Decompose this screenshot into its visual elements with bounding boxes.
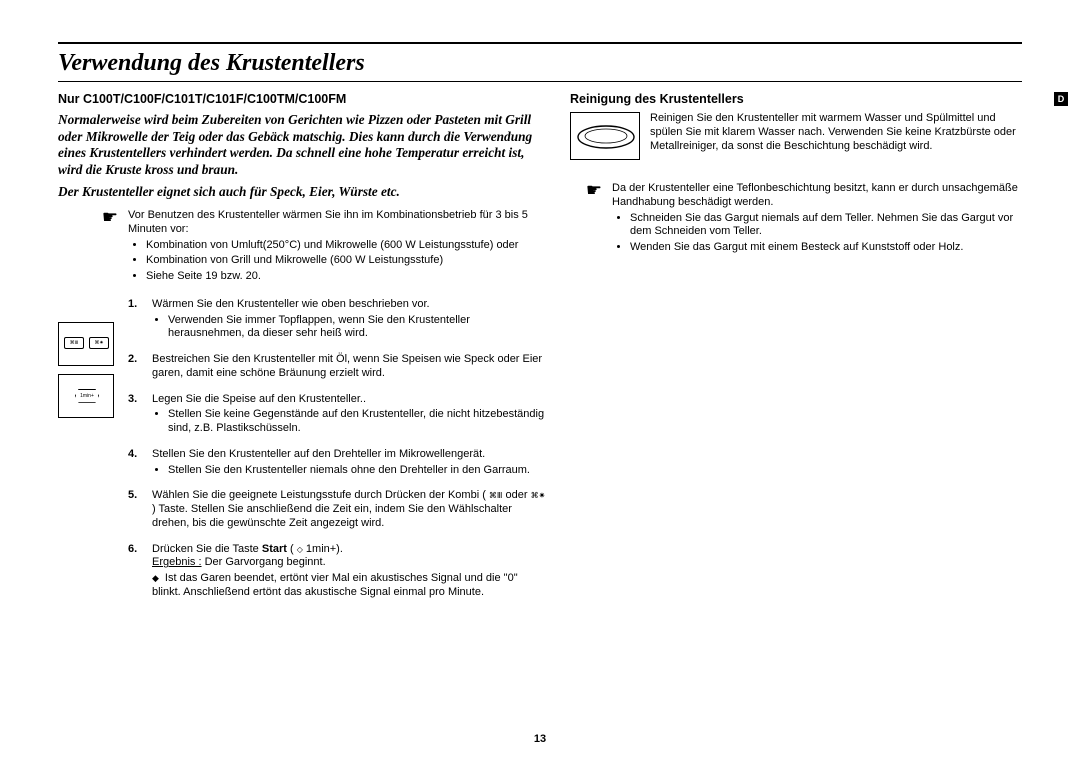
preheat-bullet: Siehe Seite 19 bzw. 20. — [146, 270, 546, 284]
step: 6. Drücken Sie die Taste Start ( ◇ 1min+)… — [128, 543, 546, 600]
control-panel-start-diagram: 1min+ — [58, 374, 114, 418]
step-body: Wählen Sie die geeignete Leistungsstufe … — [152, 489, 546, 530]
step-text: Bestreichen Sie den Krustenteller mit Öl… — [152, 353, 546, 381]
step-sub-list: Verwenden Sie immer Topflappen, wenn Sie… — [152, 314, 546, 342]
step-body: Drücken Sie die Taste Start ( ◇ 1min+).E… — [152, 543, 546, 600]
step-text: Wählen Sie die geeignete Leistungsstufe … — [152, 489, 546, 530]
step: 1. Wärmen Sie den Krustenteller wie oben … — [128, 298, 546, 341]
care-bullets: Schneiden Sie das Gargut niemals auf dem… — [612, 212, 1022, 255]
step: 4. Stellen Sie den Krustenteller auf den … — [128, 448, 546, 478]
step-text: Wärmen Sie den Krustenteller wie oben be… — [152, 298, 546, 312]
cleaning-row: Reinigen Sie den Krustenteller mit warme… — [570, 112, 1022, 160]
left-column: Nur C100T/C100F/C101T/C101F/C100TM/C100F… — [58, 92, 546, 612]
pointing-hand-icon: ☛ — [586, 181, 602, 199]
content-columns: Nur C100T/C100F/C101T/C101F/C100TM/C100F… — [58, 92, 1022, 612]
cleaning-text: Reinigen Sie den Krustenteller mit warme… — [650, 112, 1022, 160]
page-number: 13 — [0, 733, 1080, 745]
preheat-bullets: Kombination von Umluft(250°C) und Mikrow… — [128, 239, 546, 284]
step-number: 3. — [128, 393, 144, 436]
pointing-hand-icon: ☛ — [102, 208, 118, 226]
intro-paragraph-1: Normalerweise wird beim Zubereiten von G… — [58, 112, 546, 178]
care-text: Da der Krustenteller eine Teflonbeschich… — [612, 182, 1022, 210]
crisper-plate-diagram — [570, 112, 640, 160]
step-number: 4. — [128, 448, 144, 478]
page-title: Verwendung des Krustentellers — [58, 44, 1022, 81]
step-body: Legen Sie die Speise auf den Krustentell… — [152, 393, 546, 436]
step-sub-list: Stellen Sie den Krustenteller niemals oh… — [152, 464, 546, 478]
preheat-note: ☛ Vor Benutzen des Krustenteller wärmen … — [58, 209, 546, 284]
intro-paragraph-2: Der Krustenteller eignet sich auch für S… — [58, 184, 546, 201]
cleaning-heading: Reinigung des Krustentellers — [570, 92, 1022, 106]
step-text: Drücken Sie die Taste Start ( ◇ 1min+).E… — [152, 543, 546, 571]
section-tag-d: D — [1054, 92, 1068, 106]
preheat-bullet: Kombination von Umluft(250°C) und Mikrow… — [146, 239, 546, 253]
step-number: 1. — [128, 298, 144, 341]
step-number: 6. — [128, 543, 144, 600]
step-number: 5. — [128, 489, 144, 530]
care-bullet: Wenden Sie das Gargut mit einem Besteck … — [630, 241, 1022, 255]
step-body: Wärmen Sie den Krustenteller wie oben be… — [152, 298, 546, 341]
step-result-list: Ist das Garen beendet, ertönt vier Mal e… — [152, 572, 546, 600]
step: 3. Legen Sie die Speise auf den Krustente… — [128, 393, 546, 436]
models-heading: Nur C100T/C100F/C101T/C101F/C100TM/C100F… — [58, 92, 546, 106]
step-sub-list: Stellen Sie keine Gegenstände auf den Kr… — [152, 408, 546, 436]
preheat-text: Vor Benutzen des Krustenteller wärmen Si… — [128, 209, 546, 237]
step-number: 2. — [128, 353, 144, 381]
control-panel-combi-diagram: ⌘Ⅲ⌘✷ — [58, 322, 114, 366]
right-column: D Reinigung des Krustentellers Reinigen … — [570, 92, 1022, 612]
step-text: Legen Sie die Speise auf den Krustentell… — [152, 393, 546, 407]
title-underline — [58, 81, 1022, 82]
step-sub-item: Stellen Sie keine Gegenstände auf den Kr… — [168, 408, 546, 436]
care-note: ☛ Da der Krustenteller eine Teflonbeschi… — [570, 182, 1022, 255]
step-sub-item: Verwenden Sie immer Topflappen, wenn Sie… — [168, 314, 546, 342]
step: 2. Bestreichen Sie den Krustenteller mit … — [128, 353, 546, 381]
care-bullet: Schneiden Sie das Gargut niemals auf dem… — [630, 212, 1022, 240]
step-body: Stellen Sie den Krustenteller auf den Dr… — [152, 448, 546, 478]
step-sub-item: Stellen Sie den Krustenteller niemals oh… — [168, 464, 546, 478]
step-result-item: Ist das Garen beendet, ertönt vier Mal e… — [152, 572, 546, 600]
step: 5.Wählen Sie die geeignete Leistungsstuf… — [128, 489, 546, 530]
preheat-bullet: Kombination von Grill und Mikrowelle (60… — [146, 254, 546, 268]
step-text: Stellen Sie den Krustenteller auf den Dr… — [152, 448, 546, 462]
panel-diagrams: ⌘Ⅲ⌘✷ 1min+ — [58, 298, 118, 612]
step-body: Bestreichen Sie den Krustenteller mit Öl… — [152, 353, 546, 381]
steps-section: ⌘Ⅲ⌘✷ 1min+ 1. Wärmen Sie den Krustentelle… — [58, 298, 546, 612]
